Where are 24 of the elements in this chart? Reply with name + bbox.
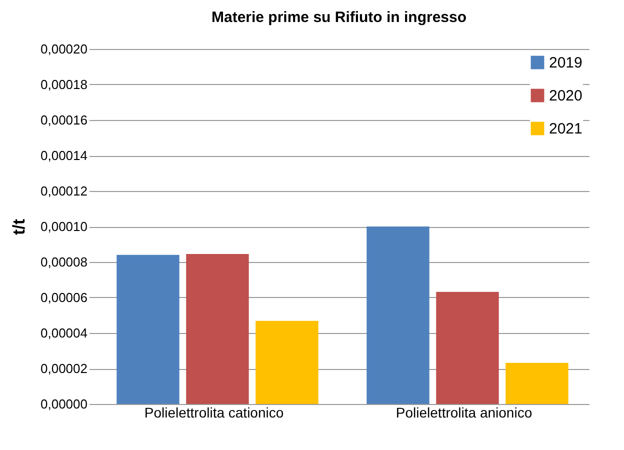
y-axis-title: t/t [10, 218, 29, 236]
bar [256, 320, 318, 404]
legend-label: 2019 [549, 54, 582, 72]
y-tick-label: 0,00020 [40, 42, 88, 56]
y-tick-label: 0,00002 [40, 361, 88, 376]
y-tick-label: 0,00018 [40, 77, 88, 92]
y-tick-label: 0,00004 [40, 326, 88, 340]
y-tick-label: 0,00006 [40, 290, 88, 305]
chart-title: Materie prime su Rifiuto in ingresso [211, 9, 467, 26]
legend-label: 2020 [549, 88, 582, 104]
y-tick-label: 0,00000 [40, 396, 88, 412]
legend-label: 2021 [549, 120, 582, 138]
bar [506, 362, 568, 404]
bar [366, 226, 430, 404]
x-tick-label: Polielettrolita anionico [396, 404, 532, 420]
y-tick-label: 0,00014 [40, 148, 88, 163]
bar [186, 254, 249, 404]
y-tick-label: 0,00012 [40, 184, 88, 198]
y-tick-label: 0,00016 [40, 112, 88, 128]
y-tick-label: 0,00010 [40, 219, 88, 234]
x-tick-label: Polielettrolita cationico [144, 404, 284, 420]
bar [436, 292, 499, 404]
bar [116, 254, 180, 404]
y-tick-label: 0,00008 [40, 254, 88, 270]
